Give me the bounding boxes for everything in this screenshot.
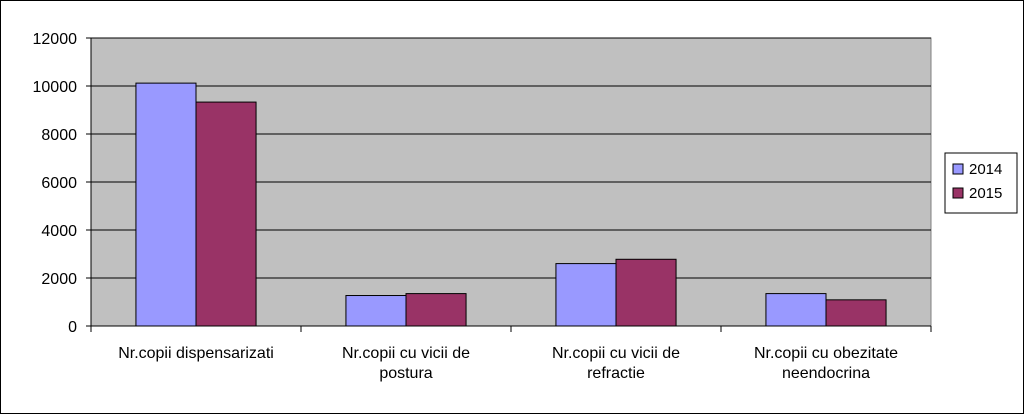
y-tick-label: 4000 — [41, 223, 77, 240]
category-label-line: neendocrina — [782, 365, 870, 382]
category-label: Nr.copii cu vicii de postura — [342, 345, 470, 382]
category-label: Nr.copii dispensarizati — [118, 345, 274, 362]
category-labels: Nr.copii dispensarizati Nr.copii cu vicii… — [118, 345, 898, 382]
bar-2015 — [615, 258, 677, 327]
x-axis — [90, 325, 932, 332]
y-tick-label: 0 — [68, 319, 77, 336]
y-tick-label: 8000 — [41, 127, 77, 144]
category-label-line: Nr.copii cu vicii de — [552, 345, 680, 362]
y-axis: 0 2000 4000 6000 8000 10000 12000 — [33, 31, 92, 336]
legend-swatch — [952, 163, 964, 175]
bar-2014 — [135, 82, 197, 327]
bar-2015 — [195, 101, 257, 327]
category-label-line: Nr.copii cu vicii de — [342, 345, 470, 362]
legend-label: 2014 — [969, 161, 1002, 178]
bar-2015 — [825, 299, 887, 327]
category-label: Nr.copii cu vicii de refractie — [552, 345, 680, 382]
y-tick-label: 10000 — [33, 79, 78, 96]
category-label-line: Nr.copii dispensarizati — [118, 345, 274, 362]
bar-2014 — [765, 293, 827, 327]
category-label: Nr.copii cu obezitate neendocrina — [754, 345, 898, 382]
legend-label: 2015 — [969, 185, 1002, 202]
bars — [135, 82, 887, 327]
y-tick-label: 2000 — [41, 271, 77, 288]
category-label-line: refractie — [587, 365, 645, 382]
legend-box — [944, 152, 1018, 214]
category-label-line: postura — [379, 365, 432, 382]
y-tick-label: 12000 — [33, 31, 78, 48]
bar-2014 — [555, 263, 617, 327]
category-label-line: Nr.copii cu obezitate — [754, 345, 898, 362]
bar-2015 — [405, 293, 467, 327]
legend-swatch — [952, 187, 964, 199]
bar-2014 — [345, 295, 407, 327]
y-tick-label: 6000 — [41, 175, 77, 192]
legend: 2014 2015 — [944, 152, 1018, 214]
